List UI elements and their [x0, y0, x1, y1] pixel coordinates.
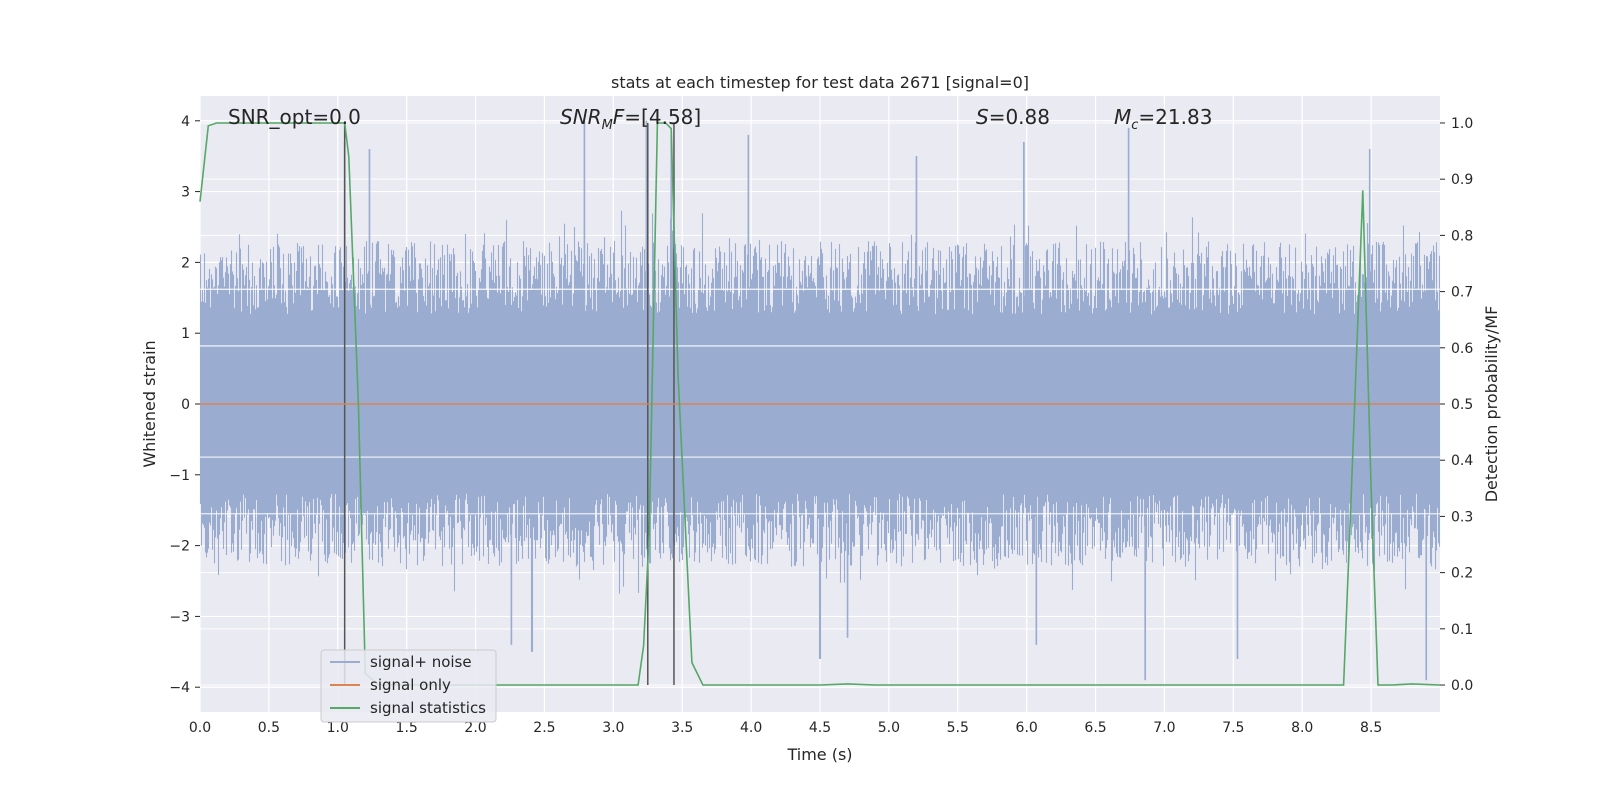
- right-y-tick-label: 0.8: [1451, 228, 1473, 244]
- x-tick-label: 7.0: [1153, 720, 1175, 736]
- right-y-tick-label: 0.7: [1451, 285, 1473, 301]
- y-tick-label: 0: [181, 397, 190, 413]
- right-y-axis-label: Detection probability/MF: [1482, 306, 1501, 503]
- annotation-snr-mf: SNRMF=[4.58]: [560, 105, 701, 133]
- noise-upper-bars: [199, 120, 1441, 404]
- signal-noise-series: [199, 120, 1441, 681]
- right-y-tick-label: 1.0: [1451, 116, 1473, 132]
- chart-title: stats at each timestep for test data 267…: [611, 73, 1029, 92]
- right-y-tick-label: 0.3: [1451, 509, 1473, 525]
- right-y-tick-label: 0.5: [1451, 397, 1473, 413]
- y-tick-labels: 4 3 2 1 0 −1 −2 −3 −4: [169, 114, 200, 696]
- legend: signal+ noise signal only signal statist…: [320, 649, 497, 723]
- y-axis-label: Whitened strain: [140, 340, 159, 467]
- legend-box: [320, 649, 497, 723]
- y-tick-label: −4: [169, 680, 190, 696]
- y-tick-label: 4: [181, 114, 190, 130]
- x-tick-label: 2.0: [464, 720, 486, 736]
- x-tick-label: 4.5: [809, 720, 831, 736]
- y-tick-label: −3: [169, 609, 190, 625]
- y-tick-label: 3: [181, 185, 190, 201]
- x-tick-label: 1.0: [327, 720, 349, 736]
- annotation-snr-opt: SNR_opt=0.0: [228, 105, 361, 129]
- x-tick-label: 8.0: [1291, 720, 1313, 736]
- right-y-tick-label: 0.4: [1451, 453, 1473, 469]
- y-tick-label: 2: [181, 255, 190, 271]
- right-y-tick-label: 0.2: [1451, 566, 1473, 582]
- right-y-tick-label: 0.0: [1451, 678, 1473, 694]
- right-y-tick-label: 0.6: [1451, 341, 1473, 357]
- annotation-mc: Mc=21.83: [1114, 105, 1212, 133]
- legend-label-signal-only: signal only: [370, 676, 451, 694]
- right-y-tick-labels: 1.0 0.9 0.8 0.7 0.6 0.5 0.4 0.3 0.2 0.1 0.0: [1440, 116, 1473, 694]
- x-tick-label: 3.5: [671, 720, 693, 736]
- signal-statistics-series: [199, 122, 1441, 686]
- x-tick-labels: 0.0 0.5 1.0 1.5 2.0 2.5 3.0 3.5 4.0 4.5 5.0 5.5 6.0 6…: [189, 720, 1382, 736]
- x-tick-label: 2.5: [533, 720, 555, 736]
- legend-label-signal-statistics: signal statistics: [370, 699, 486, 717]
- x-tick-label: 0.0: [189, 720, 211, 736]
- x-tick-label: 0.5: [258, 720, 280, 736]
- x-tick-label: 6.5: [1084, 720, 1106, 736]
- y-tick-label: −1: [169, 468, 190, 484]
- x-tick-label: 8.5: [1360, 720, 1382, 736]
- y-tick-label: −2: [169, 539, 190, 555]
- x-tick-label: 5.5: [947, 720, 969, 736]
- x-tick-label: 6.0: [1016, 720, 1038, 736]
- x-tick-label: 1.5: [396, 720, 418, 736]
- annotation-s: S=0.88: [976, 105, 1050, 129]
- right-y-tick-label: 0.1: [1451, 622, 1473, 638]
- y-tick-label: 1: [181, 326, 190, 342]
- legend-label-signal-noise: signal+ noise: [370, 653, 472, 671]
- x-tick-label: 5.0: [878, 720, 900, 736]
- right-y-tick-label: 0.9: [1451, 172, 1473, 188]
- x-axis-label: Time (s): [786, 745, 852, 764]
- x-tick-label: 3.0: [602, 720, 624, 736]
- x-tick-label: 7.5: [1222, 720, 1244, 736]
- x-tick-label: 4.0: [740, 720, 762, 736]
